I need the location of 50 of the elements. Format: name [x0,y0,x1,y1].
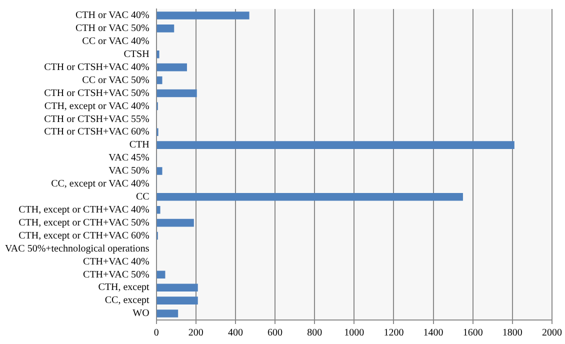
bar [156,141,514,149]
bar [156,218,194,227]
x-tick-label: 1000 [344,328,364,339]
y-tick-label: CTH, except or CTH+VAC 50% [18,217,150,228]
y-tick-label: CTH or CTSH+VAC 50% [44,88,150,99]
x-tick-label: 2000 [542,328,562,339]
y-tick-label: VAC 50%+technological operations [4,243,150,254]
bar [156,167,162,175]
y-tick-label: CTH or VAC 50% [76,23,150,34]
y-tick-label: CTSH [124,48,150,60]
y-tick-label: WO [132,308,150,320]
y-tick-label: CTH or VAC 40% [76,10,150,22]
y-tick-label: CTH [129,140,150,151]
y-tick-label: CTH or CTSH+VAC 60% [44,126,150,138]
y-tick-label: CTH or CTSH+VAC 40% [44,62,150,73]
bar [156,12,250,20]
y-tick-label: CC [136,192,150,203]
y-tick-label: CTH or CTSH+VAC 55% [44,114,150,125]
bar [156,296,198,304]
y-tick-label: VAC 45% [108,152,150,164]
y-tick-label: CTH+VAC 50% [83,269,150,280]
x-tick-label: 200 [188,328,204,339]
bar [156,63,187,72]
bar [156,50,160,58]
x-tick-label: 1800 [502,328,522,339]
y-tick-label: CC, except [104,295,150,306]
x-tick-label: 600 [268,328,283,339]
y-tick-label: CTH, except [98,282,150,294]
y-tick-label: CTH, except or VAC 40% [44,100,150,112]
bar [156,24,174,32]
bar [156,89,197,98]
bar [156,310,178,318]
x-tick-label: 800 [307,328,322,339]
x-tick-label: 1600 [462,328,483,339]
y-tick-label: CTH, except or CTH+VAC 60% [18,230,150,242]
x-tick-label: 0 [154,328,159,339]
y-tick-label: CC or VAC 50% [82,74,150,86]
bar [156,270,166,279]
y-tick-label: VAC 50% [108,166,150,177]
bar [156,193,463,201]
x-tick-label: 400 [228,328,243,339]
y-tick-label: CC, except or VAC 40% [51,178,150,190]
y-tick-label: CC or VAC 40% [82,36,150,48]
x-tick-label: 1400 [423,328,444,339]
bar [156,76,162,84]
bar [156,206,160,214]
y-tick-label: CTH, except or CTH+VAC 40% [18,204,150,216]
bar [156,284,198,292]
x-tick-label: 1200 [384,328,404,339]
y-tick-label: CTH+VAC 40% [83,256,150,268]
